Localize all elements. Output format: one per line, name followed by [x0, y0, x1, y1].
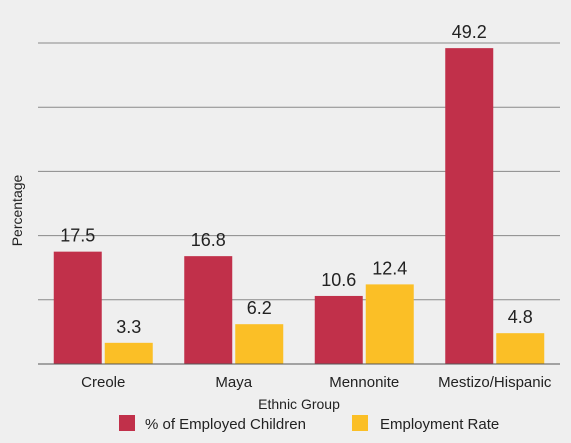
bar-employment-rate: [235, 324, 284, 364]
data-label: 6.2: [247, 298, 272, 318]
data-label: 49.2: [452, 22, 487, 42]
x-tick-label: Mestizo/Hispanic: [438, 374, 552, 391]
x-axis-title: Ethnic Group: [258, 396, 340, 412]
y-axis-title: Percentage: [9, 174, 25, 246]
legend-label-employed-children: % of Employed Children: [145, 416, 306, 433]
data-label: 17.5: [60, 226, 95, 246]
bar-employment-rate: [104, 342, 153, 364]
data-label: 12.4: [372, 258, 407, 278]
data-labels: 17.5 3.3 16.8 6.2 10.6 12.4 49.2 4.8: [60, 22, 533, 337]
data-label: 16.8: [191, 230, 226, 250]
bars: [53, 48, 545, 365]
bar-employed-children: [184, 256, 233, 364]
data-label: 10.6: [321, 270, 356, 290]
x-tick-label: Mennonite: [329, 374, 399, 391]
legend: % of Employed Children Employment Rate: [119, 415, 499, 433]
bar-employed-children: [314, 295, 363, 364]
data-label: 4.8: [508, 307, 533, 327]
legend-label-employment-rate: Employment Rate: [380, 416, 499, 433]
data-label: 3.3: [116, 317, 141, 337]
bar-employed-children: [445, 48, 494, 365]
bar-employment-rate: [496, 333, 545, 364]
bar-employed-children: [53, 251, 102, 364]
x-tick-label: Creole: [81, 374, 125, 391]
legend-swatch-employed-children: [119, 415, 135, 431]
legend-swatch-employment-rate: [352, 415, 368, 431]
x-tick-labels: Creole Maya Mennonite Mestizo/Hispanic: [81, 374, 552, 391]
x-tick-label: Maya: [215, 374, 252, 391]
bar-employment-rate: [365, 284, 414, 364]
